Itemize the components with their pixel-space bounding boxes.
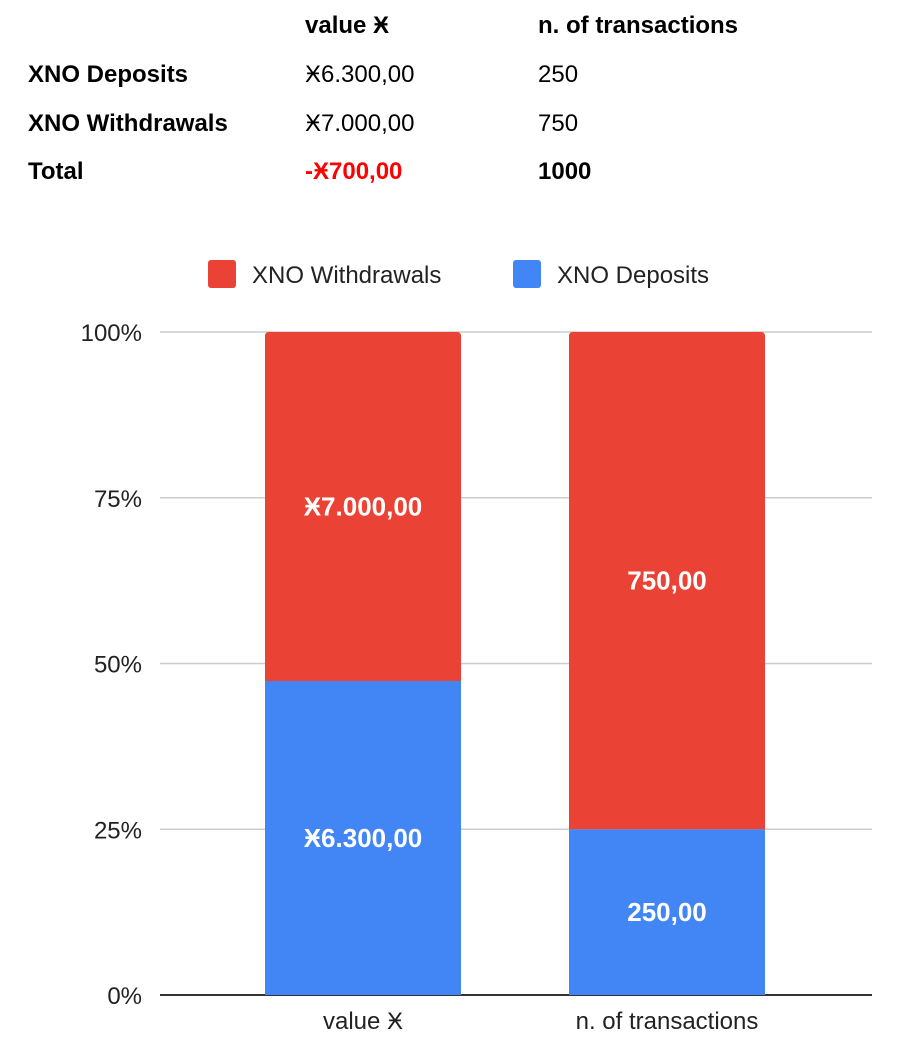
table-row-label: XNO Withdrawals <box>28 110 228 137</box>
bar-data-label: 750,00 <box>627 566 707 596</box>
table-header-value: value Ӿ <box>305 12 390 39</box>
table-header-transactions: n. of transactions <box>538 12 739 39</box>
table-row-count: 750 <box>538 110 579 137</box>
legend-label: XNO Deposits <box>557 262 709 289</box>
y-tick-label: 100% <box>81 320 142 347</box>
summary-table: value Ӿ n. of transactions XNO Deposits … <box>0 0 900 200</box>
table-row-value: Ӿ6.300,00 <box>305 61 415 88</box>
legend-swatch <box>208 260 236 288</box>
x-tick-label: value Ӿ <box>323 1008 403 1035</box>
y-tick-label: 25% <box>94 817 142 844</box>
x-tick-label: n. of transactions <box>576 1008 759 1035</box>
table-row-value: Ӿ7.000,00 <box>305 110 415 137</box>
table-total-label: Total <box>28 158 84 185</box>
bar-data-label: Ӿ6.300,00 <box>304 823 423 853</box>
legend-label: XNO Withdrawals <box>252 262 441 289</box>
bar-segment <box>265 332 461 681</box>
y-tick-label: 75% <box>94 486 142 513</box>
table-row-label: XNO Deposits <box>28 61 189 88</box>
table-total-count: 1000 <box>538 158 592 185</box>
y-axis-ticks: 0% 25% 50% 75% 100% <box>81 320 142 1010</box>
bar-segment <box>265 680 461 995</box>
chart-bars: Ӿ6.300,00 Ӿ7.000,00 250,00 750,00 <box>265 332 765 995</box>
bar-data-label: 250,00 <box>627 897 707 927</box>
table-row-count: 250 <box>538 61 579 88</box>
bar-segment <box>569 829 765 995</box>
table-total-value: -Ӿ700,00 <box>305 158 403 185</box>
legend-swatch <box>513 260 541 288</box>
y-tick-label: 0% <box>107 983 142 1010</box>
bar-segment <box>569 332 765 830</box>
y-tick-label: 50% <box>94 652 142 679</box>
x-axis-ticks: value Ӿ n. of transactions <box>323 1008 758 1035</box>
chart-legend: XNO Withdrawals XNO Deposits <box>208 260 709 289</box>
bar-data-label: Ӿ7.000,00 <box>304 491 423 521</box>
stacked-percent-bar-chart: 0% 25% 50% 75% 100% Ӿ6.300,00 Ӿ7.000,00 250,00… <box>81 260 872 1035</box>
